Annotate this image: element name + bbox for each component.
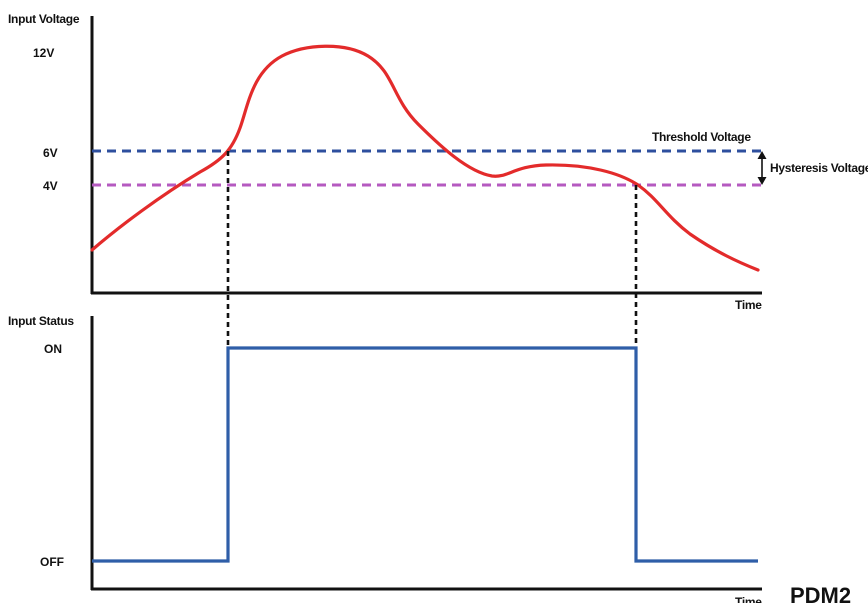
hysteresis-voltage-label: Hysteresis Voltage (770, 161, 868, 175)
status-y-axis-label: Input Status (8, 314, 74, 328)
status-signal-line (92, 346, 758, 563)
voltage-x-axis-label: Time (735, 298, 762, 312)
tick-on: ON (44, 342, 62, 356)
tick-4v: 4V (43, 179, 58, 193)
status-x-axis-label: Time (735, 595, 762, 603)
voltage-y-axis-label: Input Voltage (8, 12, 80, 26)
voltage-chart: Input Voltage Time 12V 6V 4V Threshold V… (8, 12, 868, 312)
voltage-curve (90, 44, 760, 272)
hysteresis-arrow-icon (757, 151, 767, 185)
tick-off: OFF (40, 555, 64, 569)
tick-12v: 12V (33, 46, 54, 60)
pdm-watermark: PDM2 (790, 583, 851, 603)
status-chart: Input Status Time ON OFF (8, 314, 763, 603)
threshold-voltage-label: Threshold Voltage (652, 130, 751, 144)
tick-6v: 6V (43, 146, 58, 160)
